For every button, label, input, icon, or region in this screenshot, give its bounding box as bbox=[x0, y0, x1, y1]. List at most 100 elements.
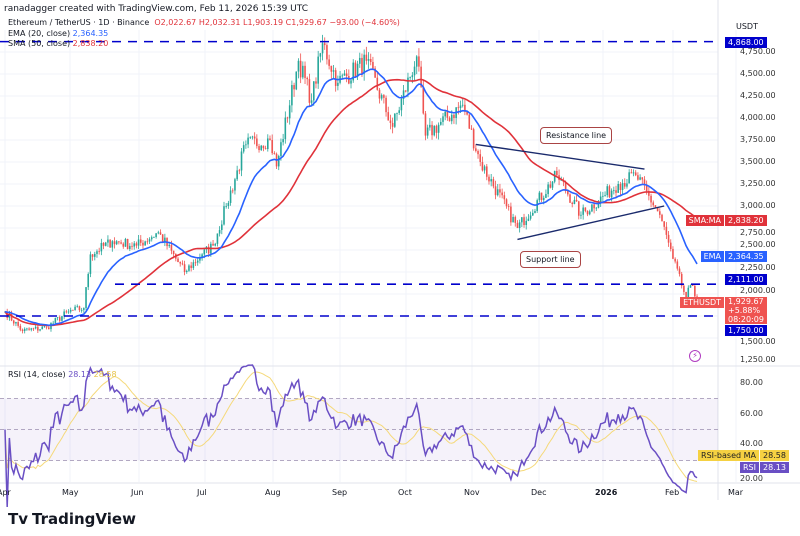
candle-body bbox=[240, 151, 243, 171]
candle-body bbox=[78, 306, 81, 311]
candle-body bbox=[260, 145, 263, 151]
candle-body bbox=[464, 104, 466, 112]
candle-body bbox=[179, 262, 181, 264]
ema-label[interactable]: EMA (20, close) bbox=[8, 28, 71, 38]
candle-body bbox=[277, 156, 280, 167]
candle-body bbox=[221, 224, 223, 231]
candle-body bbox=[457, 107, 460, 109]
candle-body bbox=[54, 317, 57, 323]
candle-body bbox=[678, 268, 681, 274]
candle-body bbox=[87, 273, 90, 288]
candle-body bbox=[148, 239, 151, 242]
candle-body bbox=[196, 260, 199, 263]
candle-body bbox=[450, 114, 453, 122]
ema-name-tag: EMA bbox=[700, 251, 724, 262]
candle-body bbox=[621, 183, 624, 190]
candle-body bbox=[269, 138, 271, 140]
candle-body bbox=[251, 136, 254, 138]
resistance-line-label[interactable]: Resistance line bbox=[540, 127, 613, 144]
candle-body bbox=[242, 145, 245, 152]
candle-body bbox=[367, 59, 370, 61]
candle-body bbox=[630, 172, 633, 174]
candle-body bbox=[41, 326, 44, 330]
candle-body bbox=[674, 258, 676, 262]
candle-body bbox=[229, 190, 232, 203]
candle-body bbox=[459, 105, 462, 109]
symbol-title[interactable]: Ethereum / TetherUS · 1D · Binance bbox=[8, 18, 150, 27]
candle-body bbox=[183, 264, 186, 272]
tradingview-logo[interactable]: 𝗧𝘃 TradingView bbox=[8, 510, 136, 528]
candle-body bbox=[687, 287, 690, 299]
candle-body bbox=[514, 216, 517, 223]
sma-label[interactable]: SMA (50, close) bbox=[8, 39, 71, 48]
candle-body bbox=[654, 205, 657, 208]
candle-body bbox=[122, 243, 125, 247]
candle-body bbox=[567, 191, 569, 195]
candle-body bbox=[159, 232, 162, 235]
candle-body bbox=[238, 170, 241, 172]
candle-body bbox=[61, 316, 63, 321]
candle-body bbox=[659, 211, 661, 215]
candle-body bbox=[39, 329, 41, 331]
candle-body bbox=[256, 138, 258, 147]
candle-body bbox=[538, 192, 541, 201]
candle-body bbox=[604, 195, 606, 196]
candle-body bbox=[667, 234, 670, 243]
time-tick: Feb bbox=[665, 488, 680, 497]
candle-body bbox=[225, 206, 227, 207]
candle-body bbox=[348, 76, 350, 84]
candle-body bbox=[619, 184, 622, 190]
candle-body bbox=[284, 117, 287, 140]
candle-body bbox=[107, 239, 109, 243]
rsi-tick: 80.00 bbox=[740, 378, 763, 387]
candle-body bbox=[352, 62, 355, 81]
candle-body bbox=[584, 207, 587, 212]
rsi-value-tag: 28.13 bbox=[760, 462, 789, 473]
candle-body bbox=[429, 124, 431, 128]
candle-body bbox=[104, 242, 107, 246]
candle-body bbox=[435, 125, 438, 133]
candle-body bbox=[203, 249, 206, 255]
price-tick: 1,250.00 bbox=[740, 355, 776, 364]
candle-body bbox=[234, 179, 236, 191]
sma-50-line bbox=[4, 78, 698, 327]
candle-body bbox=[299, 60, 302, 78]
candle-body bbox=[142, 242, 144, 246]
rsi-label[interactable]: RSI (14, close) bbox=[8, 370, 66, 379]
candle-body bbox=[341, 75, 344, 77]
candle-body bbox=[503, 195, 506, 200]
rsi-value: 28.13 bbox=[68, 370, 92, 379]
candle-body bbox=[529, 215, 532, 219]
candle-body bbox=[389, 120, 392, 123]
candle-body bbox=[190, 265, 192, 268]
candle-body bbox=[571, 202, 574, 205]
rsi-ma-line bbox=[4, 371, 698, 482]
price-tick: 3,750.00 bbox=[740, 135, 776, 144]
candle-body bbox=[564, 182, 567, 192]
candle-body bbox=[80, 309, 83, 311]
candle-body bbox=[525, 220, 528, 226]
candle-body bbox=[109, 239, 111, 248]
candle-body bbox=[8, 313, 11, 318]
candle-body bbox=[488, 176, 490, 182]
low-value: L1,903.19 bbox=[243, 18, 284, 27]
candle-body bbox=[65, 311, 68, 313]
candle-body bbox=[652, 202, 655, 206]
candle-body bbox=[437, 124, 440, 133]
logo-text: TradingView bbox=[32, 510, 136, 528]
support-line-label[interactable]: Support line bbox=[520, 251, 581, 268]
candle-body bbox=[363, 54, 365, 74]
lightning-icon[interactable]: ⚡ bbox=[689, 350, 701, 362]
candle-body bbox=[337, 82, 339, 86]
candle-body bbox=[573, 199, 576, 205]
rsi-legend: RSI (14, close) 28.13 28.58 bbox=[8, 370, 117, 379]
candle-body bbox=[83, 308, 85, 310]
candle-body bbox=[560, 179, 563, 181]
high-value: H2,032.31 bbox=[198, 18, 241, 27]
candle-body bbox=[521, 217, 523, 223]
candle-body bbox=[369, 59, 372, 62]
candle-body bbox=[588, 211, 591, 215]
candle-body bbox=[626, 183, 628, 187]
candle-body bbox=[131, 245, 133, 247]
